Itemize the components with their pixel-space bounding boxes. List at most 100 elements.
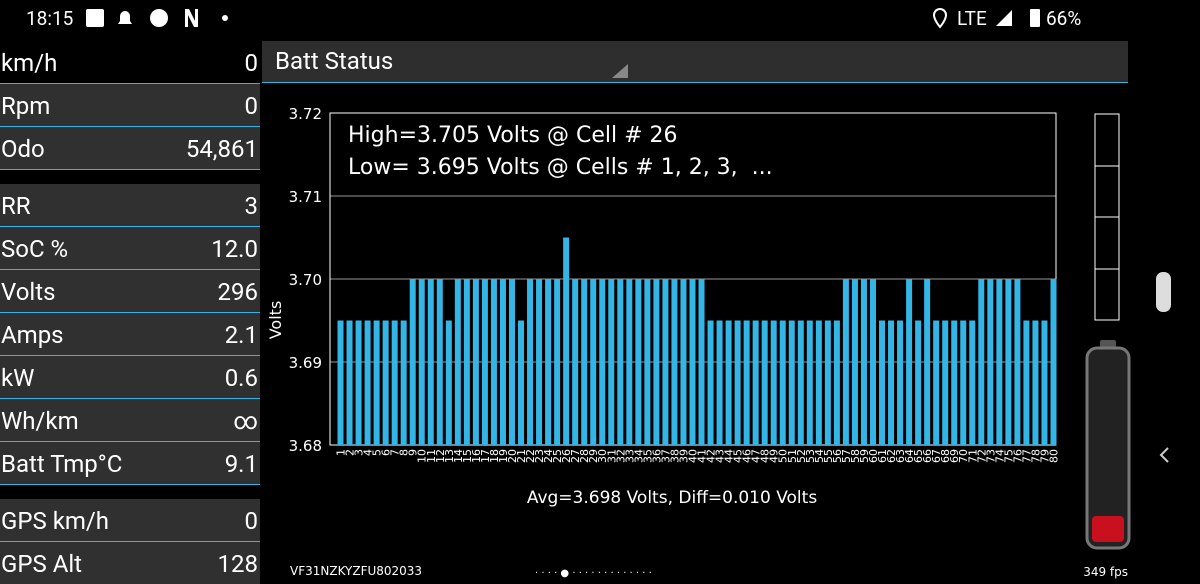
bar — [797, 320, 804, 445]
x-tick-label: 78 — [1029, 449, 1042, 463]
bar — [653, 279, 660, 445]
bar — [373, 320, 380, 445]
bar — [599, 279, 606, 445]
x-tick-label: 9 — [407, 449, 420, 456]
gauge-label: GPS km/h — [1, 507, 110, 535]
x-tick-label: 21 — [515, 449, 528, 463]
gauge-label: Batt Tmp°C — [1, 450, 123, 478]
bar — [842, 279, 849, 445]
y-tick-label: 3.70 — [289, 271, 322, 289]
battery-icon — [1085, 340, 1131, 550]
bar — [851, 279, 858, 445]
gauge-value: 296 — [217, 278, 258, 306]
gauge-row[interactable]: Volts 296 — [0, 270, 260, 313]
bar — [490, 279, 497, 445]
gauge-row[interactable]: kW 0.6 — [0, 356, 260, 399]
gauge-label: RR — [1, 192, 31, 220]
bar — [743, 320, 750, 445]
gauge-value: 128 — [217, 550, 258, 578]
x-tick-label: 65 — [912, 449, 925, 463]
gauge-label: SoC % — [1, 235, 69, 263]
gauge-label: km/h — [1, 49, 58, 77]
x-tick-label: 44 — [723, 449, 736, 463]
bar — [536, 279, 543, 445]
bar — [563, 237, 570, 445]
x-tick-label: 59 — [858, 449, 871, 463]
bar — [824, 320, 831, 445]
gauge-row[interactable]: GPS km/h 0 — [0, 499, 260, 542]
gauge-row[interactable]: Odo 54,861 — [0, 127, 260, 170]
bar — [698, 279, 705, 445]
bar — [527, 279, 534, 445]
bar — [382, 320, 389, 445]
x-tick-label: 66 — [921, 449, 934, 463]
back-chevron[interactable] — [1159, 447, 1169, 463]
view-title: Batt Status — [275, 47, 394, 75]
cell-meter — [1094, 113, 1120, 321]
bar — [355, 320, 362, 445]
x-tick-label: 57 — [840, 449, 853, 463]
bar — [888, 320, 895, 445]
bar — [734, 320, 741, 445]
bar — [635, 279, 642, 445]
gauge-row[interactable]: SoC % 12.0 — [0, 227, 260, 270]
x-tick-label: 1 — [335, 449, 348, 456]
gauge-row[interactable]: Batt Tmp°C 9.1 — [0, 442, 260, 485]
x-tick-label: 58 — [849, 449, 862, 463]
x-tick-label: 79 — [1038, 449, 1051, 463]
view-selector[interactable]: Batt Status — [262, 41, 1128, 83]
y-axis-label: Volts — [266, 301, 285, 340]
bar — [626, 279, 633, 445]
bar — [1014, 279, 1021, 445]
gauge-row[interactable]: RR 3 — [0, 184, 260, 227]
bar — [545, 279, 552, 445]
bar — [689, 279, 696, 445]
bar — [337, 320, 344, 445]
gauge-row[interactable]: Wh/km ∞ — [0, 399, 260, 442]
gauge-label: Rpm — [1, 92, 51, 120]
x-tick-label: 23 — [533, 449, 546, 463]
x-tick-label: 49 — [768, 449, 781, 463]
dropdown-arrow — [612, 64, 628, 78]
bar — [969, 320, 976, 445]
bar — [716, 320, 723, 445]
x-tick-label: 64 — [903, 449, 916, 463]
gauge-label: Volts — [1, 278, 56, 306]
x-tick-label: 60 — [867, 449, 880, 463]
bar — [508, 279, 515, 445]
gauge-row[interactable]: Amps 2.1 — [0, 313, 260, 356]
x-tick-label: 54 — [813, 449, 826, 463]
gauge-value: 0 — [244, 49, 259, 77]
y-tick-label: 3.69 — [289, 354, 322, 372]
x-tick-label: 75 — [1002, 449, 1015, 463]
gauge-row[interactable]: GPS Alt 128 — [0, 542, 260, 584]
annotation: High=3.705 Volts @ Cell # 26 — [348, 123, 678, 148]
bar — [869, 279, 876, 445]
battery-level: 66% — [1046, 7, 1082, 30]
x-tick-label: 35 — [641, 449, 654, 463]
bar — [707, 320, 714, 445]
x-tick-label: 29 — [587, 449, 600, 463]
status-bar: 18:15 LTE 66% — [0, 0, 1200, 38]
bar — [933, 320, 940, 445]
bar — [481, 279, 488, 445]
x-tick-label: 15 — [461, 449, 474, 463]
x-tick-label: 12 — [434, 449, 447, 463]
x-tick-label: 63 — [894, 449, 907, 463]
x-tick-label: 56 — [831, 449, 844, 463]
x-tick-label: 73 — [984, 449, 997, 463]
bar — [942, 320, 949, 445]
gauge-value: ∞ — [233, 407, 258, 435]
x-tick-label: 80 — [1047, 449, 1060, 463]
bar — [833, 320, 840, 445]
scroll-handle[interactable] — [1156, 272, 1171, 312]
x-tick-label: 51 — [786, 449, 799, 463]
gauge-row[interactable]: km/h 0 — [0, 41, 260, 84]
bar — [978, 279, 985, 445]
bar — [436, 279, 443, 445]
gauge-row[interactable]: Rpm 0 — [0, 84, 260, 127]
x-tick-label: 24 — [542, 449, 555, 463]
x-tick-label: 30 — [596, 449, 609, 463]
